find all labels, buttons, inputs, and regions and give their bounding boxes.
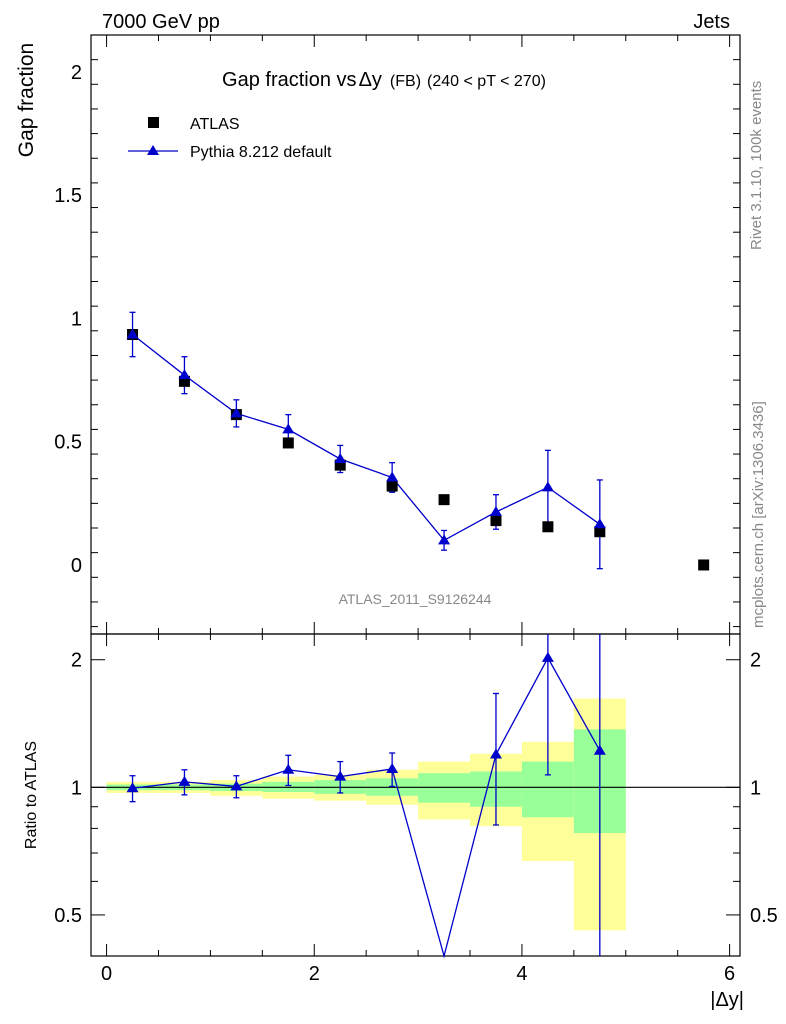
- pythia-point: [438, 534, 451, 545]
- pythia-point: [126, 328, 139, 339]
- header-left: 7000 GeV pp: [102, 11, 220, 33]
- axes-layer: 0 2 4 6 0 0.5 1 1.5 2 0.5 0.5 1 1 2 2: [54, 34, 778, 985]
- ratio-point: [386, 762, 399, 773]
- title-main: Gap fraction vs: [222, 69, 357, 91]
- atlas-point: [698, 559, 710, 571]
- ratio-point: [593, 744, 606, 755]
- legend-label-atlas: ATLAS: [190, 116, 240, 133]
- pythia-point: [334, 452, 347, 463]
- ratio-point: [489, 748, 502, 759]
- x-tick-label: 0: [101, 963, 112, 985]
- legend-marker-pythia: [147, 145, 159, 155]
- title-cut: (240 < pT < 270): [427, 73, 546, 90]
- main-title: Gap fraction vs Δy (FB) (240 < pT < 270): [222, 69, 546, 91]
- pythia-point: [386, 471, 399, 482]
- mcplots-label: mcplots.cern.ch [arXiv:1306.3436]: [750, 401, 767, 628]
- legend-marker-atlas: [148, 117, 159, 128]
- main-y-tick-label: 2: [71, 62, 82, 84]
- ratio-y-tick-label-right: 2: [750, 650, 761, 672]
- x-axis-label: |Δy|: [710, 989, 744, 1011]
- atlas-point: [282, 437, 294, 449]
- ratio-ylabel: Ratio to ATLAS: [23, 741, 40, 849]
- ratio-y-tick-label-right: 0.5: [750, 905, 778, 927]
- ratio-point: [541, 651, 554, 662]
- atlas-point: [386, 480, 398, 492]
- atlas-point: [490, 515, 502, 527]
- atlas-point: [542, 521, 554, 533]
- title-tag: (FB): [390, 73, 421, 90]
- ratio-point: [178, 775, 191, 786]
- pythia-point: [489, 505, 502, 516]
- pythia-point: [541, 481, 554, 492]
- main-y-tick-label: 0.5: [54, 432, 82, 454]
- data-layer: [126, 311, 710, 959]
- rivet-label: Rivet 3.1.10, 100k events: [748, 81, 765, 250]
- x-tick-label: 4: [516, 963, 527, 985]
- legend: ATLAS Pythia 8.212 default: [128, 116, 332, 161]
- main-y-tick-label: 1.5: [54, 185, 82, 207]
- ratio-y-tick-label: 1: [71, 777, 82, 799]
- ratio-y-tick-label: 2: [71, 650, 82, 672]
- ratio-panel-frame: [90, 633, 741, 957]
- ratio-pythia-line: [132, 656, 601, 959]
- pythia-point: [593, 518, 606, 529]
- ratio-point: [230, 780, 243, 791]
- pythia-point: [282, 423, 295, 434]
- ratio-point: [282, 763, 295, 774]
- ratio-point: [126, 782, 139, 793]
- pythia-point: [230, 407, 243, 418]
- header-right: Jets: [693, 11, 730, 33]
- main-ylabel: Gap fraction: [15, 43, 38, 157]
- main-y-tick-label: 1: [71, 308, 82, 330]
- ratio-y-tick-label-right: 1: [750, 777, 761, 799]
- atlas-point: [438, 494, 450, 506]
- ratio-y-tick-label: 0.5: [54, 905, 82, 927]
- pythia-line: [132, 333, 601, 542]
- ratio-point: [334, 770, 347, 781]
- title-delta: Δy: [359, 69, 382, 91]
- x-tick-label: 2: [309, 963, 320, 985]
- atlas-point: [334, 459, 346, 471]
- legend-label-pythia: Pythia 8.212 default: [190, 144, 332, 161]
- main-panel-frame: [90, 34, 741, 635]
- watermark-analysis: ATLAS_2011_S9126244: [339, 591, 492, 607]
- main-y-tick-label: 0: [71, 555, 82, 577]
- x-tick-label: 6: [724, 963, 735, 985]
- atlas-point: [178, 375, 190, 387]
- atlas-point: [594, 526, 606, 538]
- pythia-point: [178, 369, 191, 380]
